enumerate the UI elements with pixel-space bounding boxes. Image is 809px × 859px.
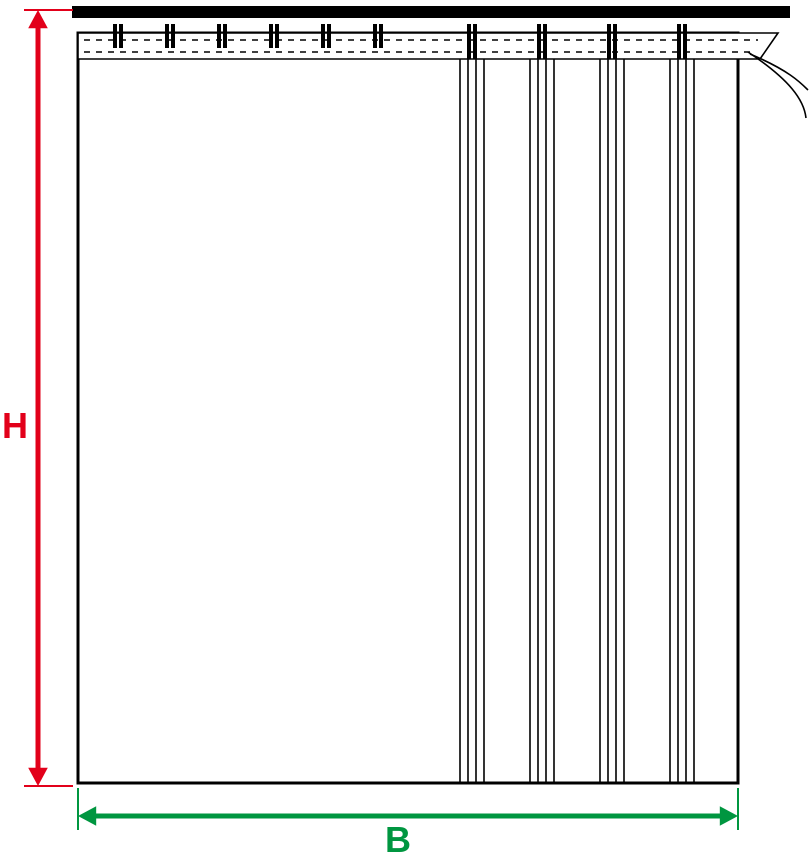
pull-cord: [748, 52, 806, 118]
blind-panel: [78, 33, 738, 783]
diagram-canvas: H B: [0, 0, 809, 859]
headrail-box: [78, 33, 778, 59]
height-dimension-arrow-top: [28, 10, 48, 28]
width-dimension-label: B: [385, 822, 411, 858]
diagram-svg: [0, 0, 809, 859]
height-dimension-label: H: [2, 408, 28, 444]
height-dimension-arrow-bottom: [28, 768, 48, 786]
width-dimension-arrow-right: [720, 806, 738, 826]
width-dimension-arrow-left: [78, 806, 96, 826]
